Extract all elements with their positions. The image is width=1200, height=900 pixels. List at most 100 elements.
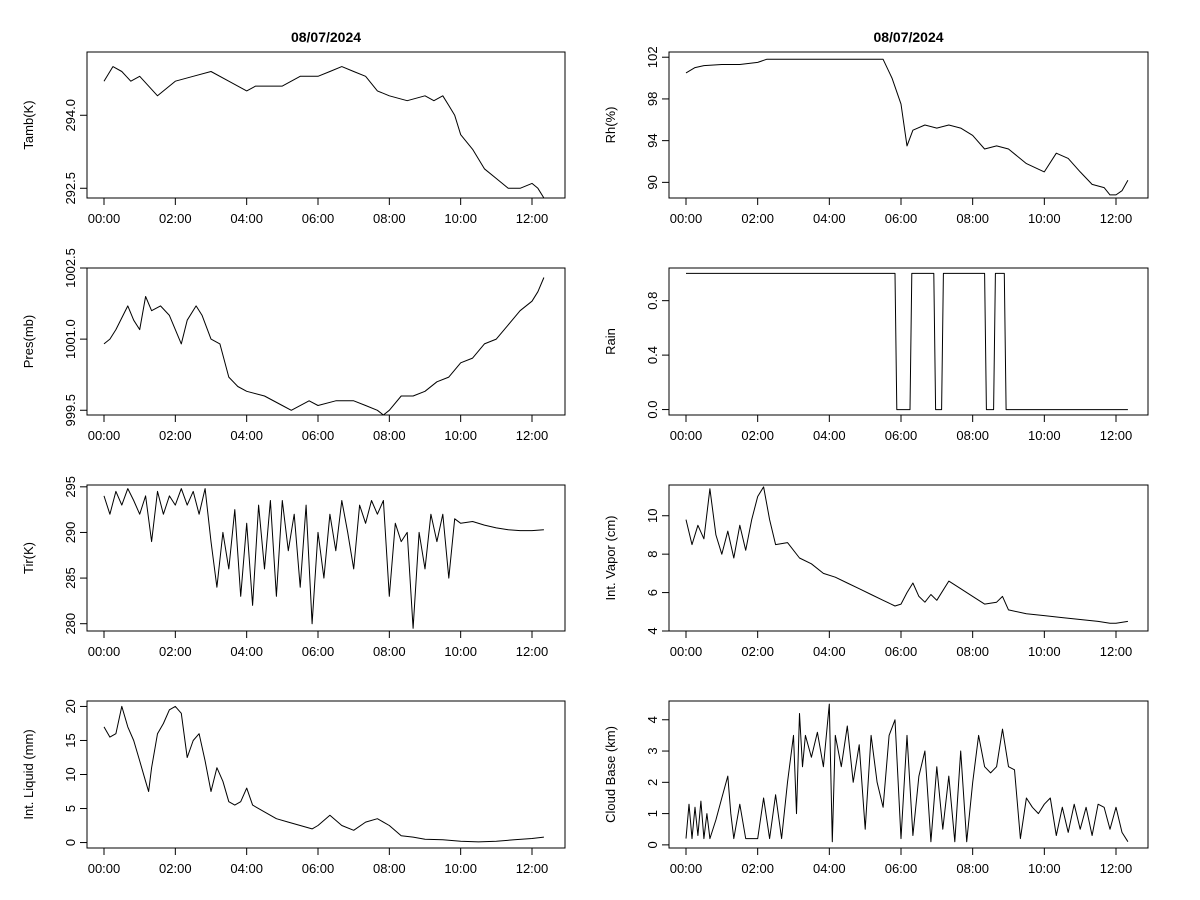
x-tick-label: 00:00 [670, 861, 703, 876]
y-tick-label: 2 [645, 779, 660, 786]
x-tick-label: 04:00 [230, 644, 263, 659]
y-tick-label: 4 [645, 716, 660, 723]
x-tick-label: 08:00 [956, 211, 989, 226]
panel-tamb-k: 00:00 02:00 04:00 06:00 08:00 10:00 12:00 292.5… [21, 29, 566, 226]
x-tick-label: 08:00 [373, 644, 406, 659]
y-tick-label: 98 [645, 92, 660, 106]
x-tick-label: 06:00 [302, 211, 335, 226]
y-tick-label: 6 [645, 589, 660, 596]
x-tick-label: 00:00 [670, 211, 703, 226]
panel-int-vapor-cm: 00:00 02:00 04:00 06:00 08:00 10:00 12:00 4 6 8 10… [603, 484, 1149, 659]
y-tick-label: 1001.0 [63, 319, 78, 359]
x-tick-label: 10:00 [1028, 861, 1061, 876]
y-tick-label: 1002.5 [63, 248, 78, 288]
y-tick-label: 4 [645, 627, 660, 634]
x-tick-label: 02:00 [159, 428, 192, 443]
y-axis-label: Pres(mb) [21, 315, 36, 368]
y-tick-label: 0.4 [645, 346, 660, 364]
x-tick-label: 12:00 [516, 211, 549, 226]
y-tick-label: 10 [645, 509, 660, 523]
y-tick-label: 0 [645, 841, 660, 848]
x-tick-label: 10:00 [1028, 211, 1061, 226]
x-tick-label: 10:00 [444, 428, 477, 443]
x-tick-label: 06:00 [302, 428, 335, 443]
y-axis-label: Int. Liquid (mm) [21, 729, 36, 819]
x-tick-label: 04:00 [230, 861, 263, 876]
panel-rain: 00:00 02:00 04:00 06:00 08:00 10:00 12:00 0.0 0.… [603, 267, 1149, 443]
y-axis-label: Int. Vapor (cm) [603, 515, 618, 600]
x-tick-label: 08:00 [373, 428, 406, 443]
x-tick-label: 00:00 [670, 644, 703, 659]
x-tick-label: 00:00 [88, 428, 121, 443]
x-tick-label: 12:00 [516, 428, 549, 443]
x-tick-label: 00:00 [88, 644, 121, 659]
x-tick-label: 12:00 [1100, 861, 1133, 876]
x-tick-label: 04:00 [813, 211, 846, 226]
y-tick-label: 0 [63, 839, 78, 846]
series-line-int-vapor-cm [685, 486, 1128, 624]
y-tick-label: 8 [645, 551, 660, 558]
x-tick-label: 12:00 [1100, 644, 1133, 659]
x-tick-label: 02:00 [159, 211, 192, 226]
y-tick-label: 295 [63, 476, 78, 498]
y-tick-label: 15 [63, 733, 78, 747]
y-tick-label: 94 [645, 133, 660, 147]
y-tick-label: 294.0 [63, 99, 78, 132]
panel-rh: 00:00 02:00 04:00 06:00 08:00 10:00 12:00 90 94 9… [603, 29, 1149, 226]
plot-frame [86, 484, 566, 632]
y-tick-label: 3 [645, 747, 660, 754]
x-tick-label: 10:00 [444, 211, 477, 226]
x-tick-label: 12:00 [1100, 211, 1133, 226]
plot-frame [86, 700, 566, 849]
y-tick-label: 290 [63, 522, 78, 544]
plot-frame [668, 484, 1149, 632]
series-line-rain [686, 272, 1128, 411]
x-tick-label: 06:00 [302, 644, 335, 659]
y-tick-label: 1 [645, 810, 660, 817]
x-tick-label: 02:00 [159, 644, 192, 659]
series-line-tir-k [103, 488, 544, 629]
chart-title: 08/07/2024 [873, 29, 943, 45]
y-tick-label: 292.5 [63, 172, 78, 205]
x-tick-label: 06:00 [885, 644, 918, 659]
panel-tir-k: 00:00 02:00 04:00 06:00 08:00 10:00 12:00 280 28… [21, 476, 566, 659]
y-tick-label: 5 [63, 805, 78, 812]
y-tick-label: 10 [63, 767, 78, 781]
plot-frame [86, 267, 566, 416]
x-tick-label: 02:00 [741, 644, 774, 659]
x-tick-label: 08:00 [956, 861, 989, 876]
y-tick-label: 999.5 [63, 394, 78, 427]
x-tick-label: 06:00 [885, 211, 918, 226]
plot-frame [86, 51, 566, 199]
x-tick-label: 04:00 [813, 428, 846, 443]
y-axis-label: Tir(K) [21, 542, 36, 574]
x-tick-label: 04:00 [813, 644, 846, 659]
x-tick-label: 12:00 [516, 644, 549, 659]
x-tick-label: 06:00 [885, 861, 918, 876]
x-tick-label: 00:00 [88, 861, 121, 876]
x-tick-label: 02:00 [741, 211, 774, 226]
x-tick-label: 10:00 [1028, 428, 1061, 443]
x-tick-label: 10:00 [444, 644, 477, 659]
plot-frame [668, 51, 1149, 199]
x-tick-label: 08:00 [373, 211, 406, 226]
x-tick-label: 12:00 [516, 861, 549, 876]
y-axis-label: Rain [603, 328, 618, 355]
plot-frame [668, 267, 1149, 416]
x-tick-label: 02:00 [741, 428, 774, 443]
x-tick-label: 04:00 [230, 428, 263, 443]
plot-frame [668, 700, 1149, 849]
y-axis-label: Rh(%) [603, 107, 618, 144]
series-line-rh [685, 58, 1129, 196]
y-tick-label: 0.0 [645, 401, 660, 419]
series-line-pres-mb [103, 277, 545, 416]
x-tick-label: 02:00 [741, 861, 774, 876]
x-tick-label: 02:00 [159, 861, 192, 876]
y-tick-label: 285 [63, 567, 78, 589]
x-tick-label: 00:00 [670, 428, 703, 443]
y-tick-label: 0.8 [645, 292, 660, 310]
x-tick-label: 06:00 [885, 428, 918, 443]
x-tick-label: 08:00 [373, 861, 406, 876]
chart-title: 08/07/2024 [291, 29, 361, 45]
